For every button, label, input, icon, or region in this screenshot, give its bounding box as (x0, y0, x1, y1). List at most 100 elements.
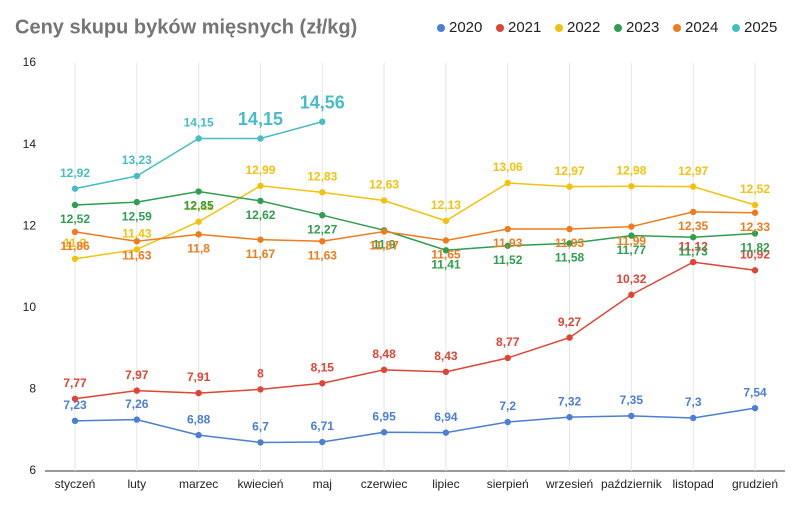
data-label: 11,77 (617, 243, 647, 257)
data-label: 11,86 (60, 239, 90, 253)
data-point (195, 218, 202, 225)
data-label: 12,83 (307, 170, 337, 184)
data-point (566, 334, 573, 341)
y-tick-label: 8 (29, 382, 36, 396)
data-point (566, 183, 573, 190)
y-tick-label: 16 (23, 55, 37, 69)
data-point (566, 413, 573, 421)
data-point (319, 238, 326, 245)
y-tick-label: 6 (29, 463, 36, 477)
x-tick-label: kwiecień (237, 477, 283, 491)
data-point (442, 237, 450, 244)
data-label: 11,93 (555, 236, 585, 250)
x-tick-label: maj (313, 477, 332, 491)
data-label: 7,32 (558, 394, 582, 408)
data-point (442, 217, 450, 225)
data-label: 8,77 (496, 335, 520, 349)
legend-marker (732, 24, 740, 32)
data-point (442, 429, 450, 436)
data-point (195, 135, 202, 142)
data-label: 11,67 (246, 247, 276, 261)
data-label: 7,2 (499, 399, 516, 413)
x-tick-label: styczeń (55, 477, 96, 491)
data-point (628, 183, 635, 190)
data-label: 8,43 (434, 349, 458, 363)
x-tick-label: wrzesień (545, 477, 593, 491)
data-point (442, 247, 450, 254)
data-point (751, 209, 759, 216)
data-label: 14,56 (300, 93, 345, 113)
data-label: 7,23 (63, 398, 87, 412)
data-label: 11,63 (308, 248, 338, 262)
data-label: 12,85 (184, 199, 214, 213)
legend-marker (614, 24, 622, 32)
legend-marker (437, 24, 445, 32)
data-point (257, 182, 264, 190)
data-point (319, 189, 326, 196)
data-label: 8,15 (311, 360, 335, 374)
chart-title: Ceny skupu byków mięsnych (zł/kg) (15, 16, 357, 38)
data-label: 12,11 (184, 199, 214, 213)
series-line (74, 182, 756, 260)
data-point (380, 197, 388, 204)
data-point (689, 258, 697, 266)
data-point (71, 255, 79, 263)
x-tick-label: marzec (179, 477, 218, 491)
data-label: 12,63 (369, 178, 399, 192)
data-label: 12,97 (555, 164, 585, 178)
data-label: 6,88 (187, 412, 211, 426)
data-point (133, 387, 141, 394)
data-point (195, 188, 202, 195)
data-point (504, 354, 511, 362)
data-label: 13,23 (122, 153, 152, 167)
data-point (195, 231, 202, 238)
data-point (319, 380, 326, 387)
data-point (133, 198, 141, 206)
data-label: 7,77 (63, 376, 87, 390)
data-point (319, 438, 326, 446)
data-point (71, 185, 79, 192)
data-point (257, 386, 264, 393)
data-label: 13,06 (493, 160, 523, 174)
data-label: 10,92 (740, 247, 770, 261)
legend-label: 2025 (744, 19, 777, 36)
data-point (257, 236, 264, 243)
data-point (195, 389, 202, 397)
data-label: 11,65 (431, 248, 461, 262)
data-label: 12,35 (678, 219, 708, 233)
data-point (751, 404, 759, 412)
data-point (71, 417, 79, 425)
data-point (566, 240, 573, 247)
data-point (751, 267, 759, 274)
x-tick-label: sierpień (487, 477, 529, 491)
data-label: 11,87 (369, 239, 399, 253)
legend-label: 2024 (685, 19, 718, 36)
data-point (628, 291, 635, 298)
data-point (71, 395, 79, 402)
data-point (380, 366, 388, 374)
data-point (133, 416, 141, 423)
data-label: 12,99 (245, 163, 275, 177)
data-point (751, 230, 759, 237)
y-tick-label: 10 (23, 300, 37, 314)
data-point (133, 238, 141, 245)
data-point (628, 412, 635, 420)
data-label: 12,52 (60, 212, 90, 226)
data-label: 11,93 (493, 236, 523, 250)
series-line (74, 261, 756, 400)
data-label: 12,62 (245, 208, 275, 222)
data-point (380, 429, 388, 436)
data-label: 14,15 (238, 109, 283, 129)
data-label: 11,41 (431, 257, 461, 271)
legend-label: 2022 (567, 19, 600, 36)
data-point (566, 225, 573, 233)
data-label: 12,27 (307, 222, 337, 236)
data-label: 7,35 (620, 393, 644, 407)
series-line (74, 211, 756, 243)
data-point (689, 208, 697, 216)
data-label: 8,48 (372, 347, 396, 361)
data-point (504, 242, 511, 249)
y-tick-label: 12 (23, 218, 37, 232)
data-point (319, 118, 326, 125)
data-point (628, 223, 635, 230)
